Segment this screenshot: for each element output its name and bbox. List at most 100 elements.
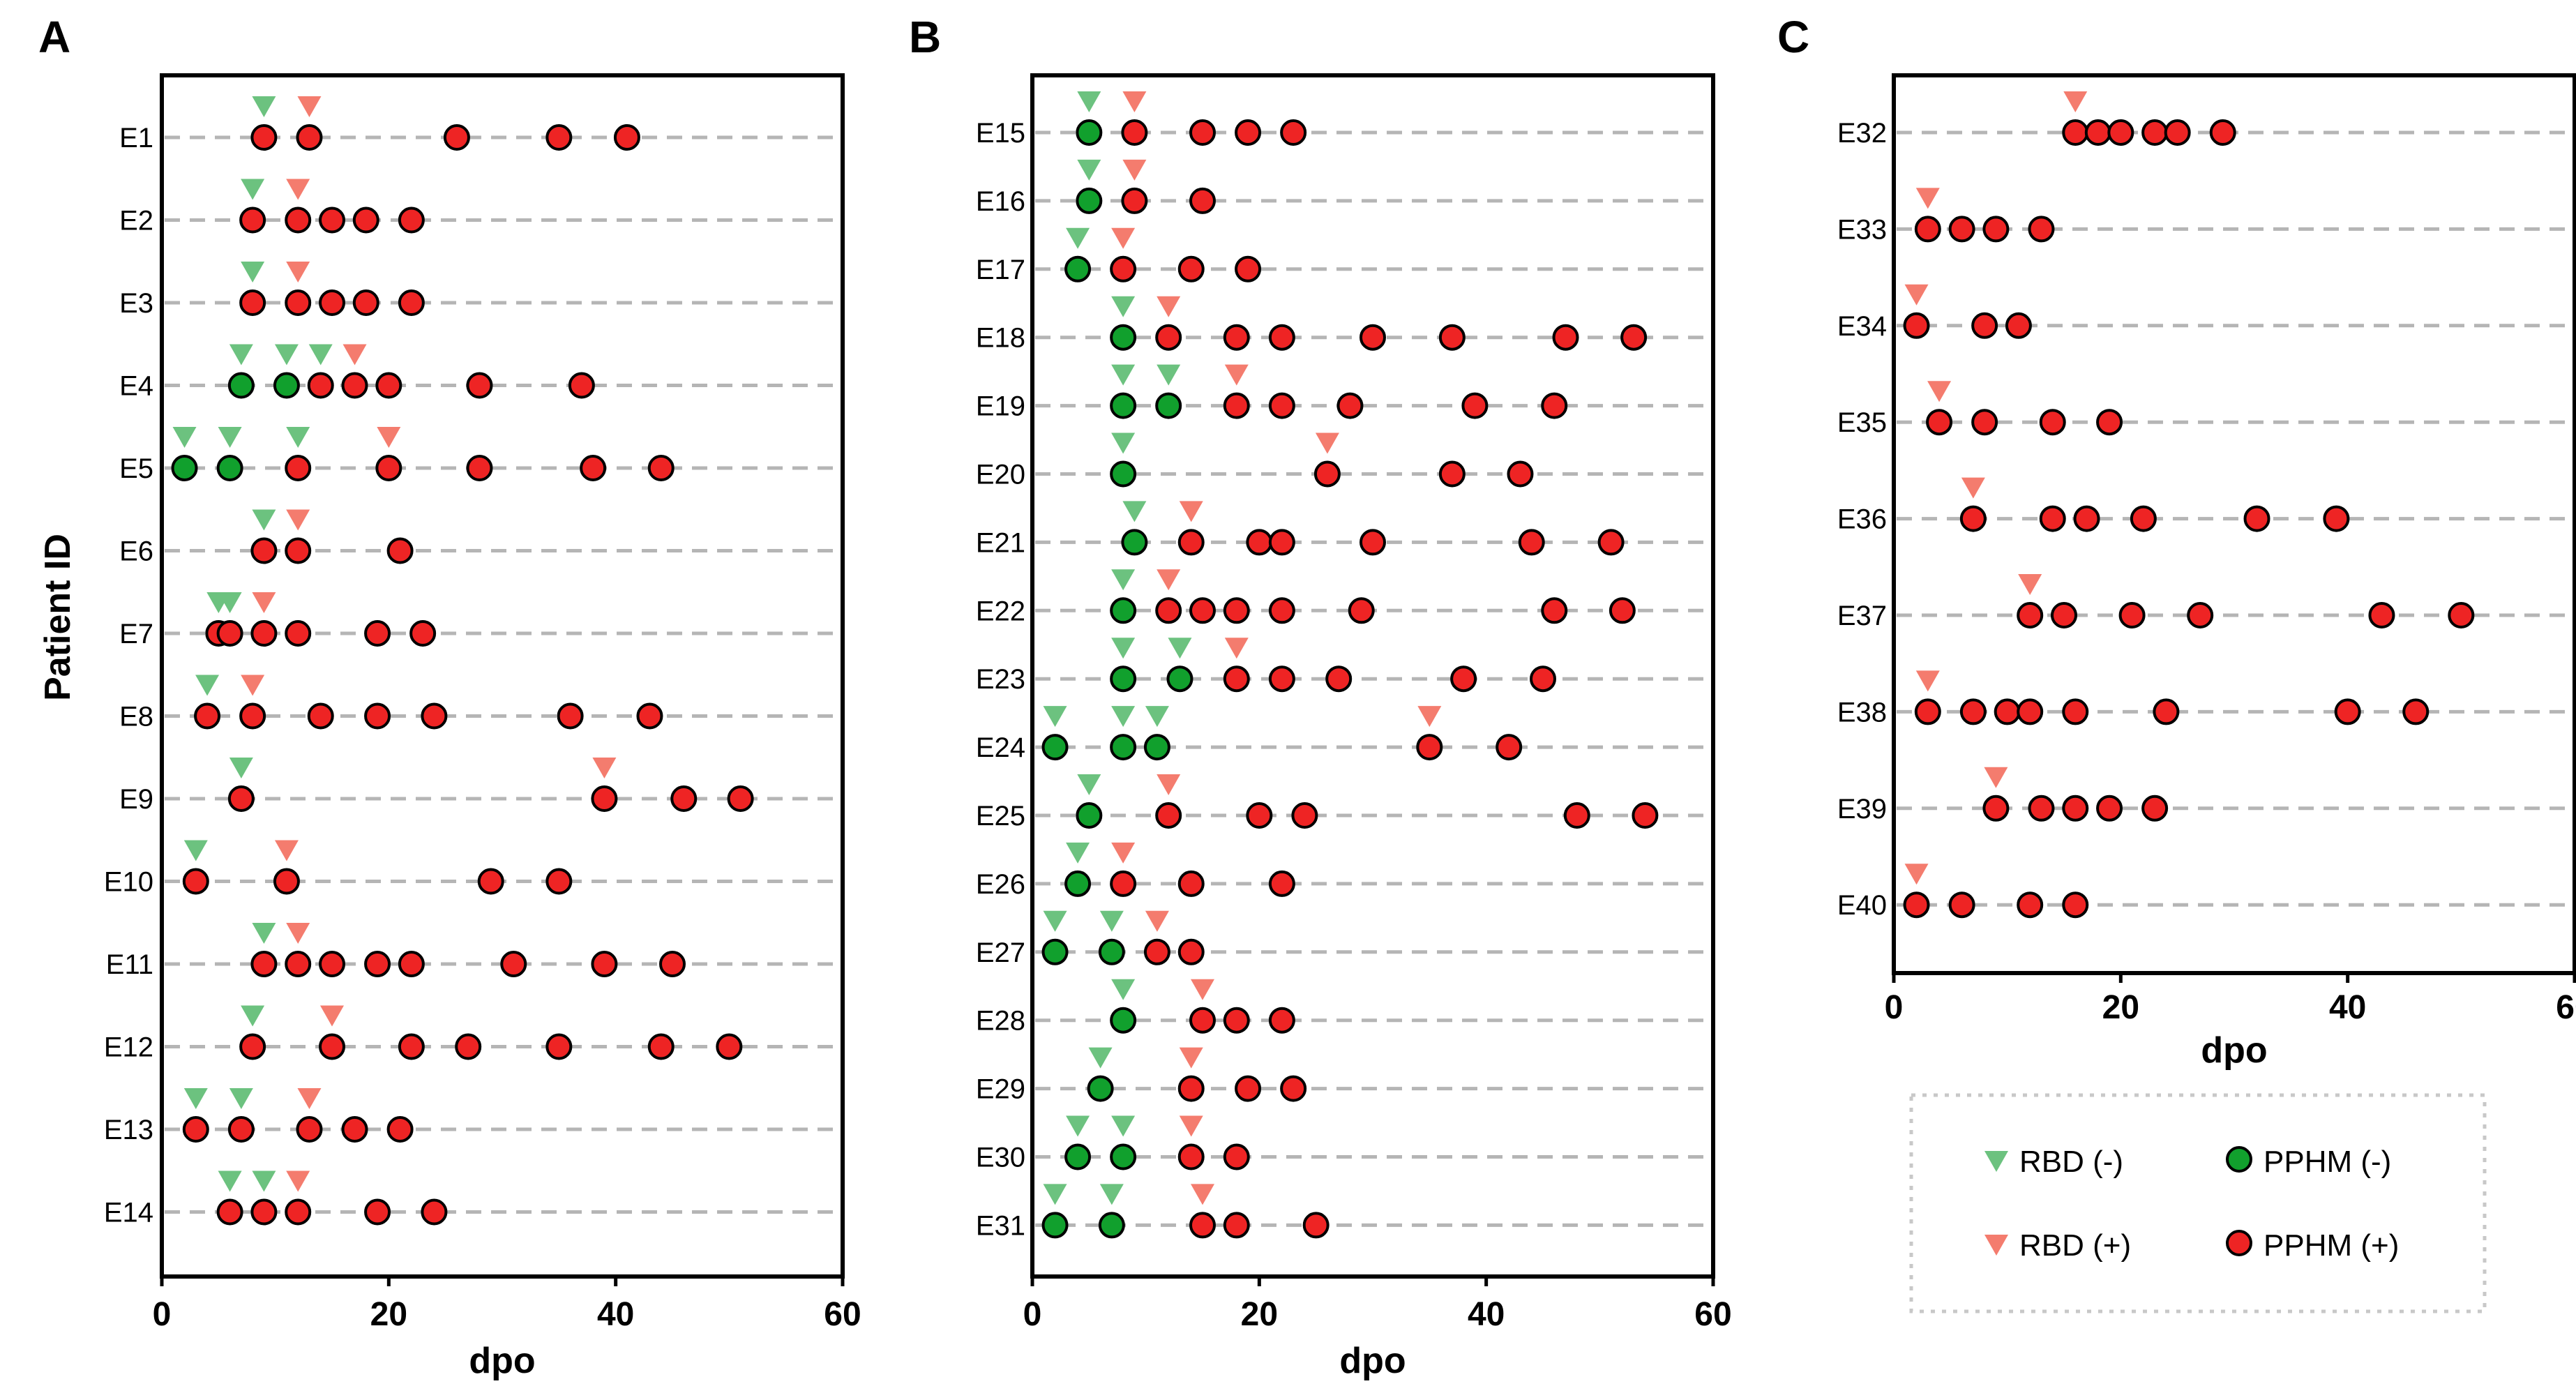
row-E9: E9 [119,758,837,815]
y-axis-title: Patient ID [38,534,78,701]
rbd-pos-marker [1191,1184,1214,1205]
pphm-pos-point [1530,665,1556,693]
rbd-pos-marker [377,427,401,448]
rbd-neg-marker [1066,1115,1090,1137]
pphm-pos-point [1959,698,1987,725]
rbd-neg-marker [195,675,220,696]
pphm-pos-point [319,289,345,316]
pphm-pos-point [2028,795,2055,822]
rbd-pos-marker [1122,159,1147,181]
pphm-pos-point [1268,597,1295,624]
pphm-pos-point [250,620,278,647]
pphm-pos-point [1235,119,1262,146]
pphm-pos-point [1110,255,1137,283]
pphm-neg-point [1076,187,1103,214]
pphm-pos-point [466,455,493,481]
row-label: E13 [104,1115,153,1145]
pphm-pos-point [1313,460,1341,488]
rbd-neg-marker [1111,979,1136,1000]
rbd-pos-marker [1145,910,1169,932]
pphm-pos-point [2017,698,2044,725]
pphm-pos-point [364,951,391,977]
pphm-neg-point [1087,1075,1114,1102]
rbd-neg-marker [218,592,242,613]
row-label: E31 [976,1210,1025,1241]
pphm-neg-point [216,455,243,481]
rbd-pos-marker [286,923,310,944]
pphm-pos-point [296,1116,323,1143]
pphm-pos-point [1359,324,1386,351]
row-label: E8 [119,702,153,732]
row-label: E25 [976,801,1025,831]
pphm-pos-point [1302,1212,1330,1239]
pphm-pos-point [2062,698,2089,725]
rbd-pos-marker [1915,670,1940,692]
row-E25: E25 [976,774,1708,831]
pphm-pos-point [580,455,607,481]
pphm-pos-point [364,1198,391,1226]
row-label: E24 [976,732,1025,763]
legend-rbd-neg-icon [1984,1151,2008,1172]
pphm-pos-point [239,1033,266,1060]
pphm-pos-point [1223,665,1250,693]
row-label: E22 [976,596,1025,626]
rbd-pos-marker [1315,432,1339,454]
pphm-pos-point [1632,802,1659,829]
pphm-pos-point [2051,602,2077,628]
rbd-pos-marker [1157,569,1181,591]
x-tick-label: 40 [597,1296,634,1333]
pphm-neg-point [227,372,255,399]
pphm-pos-point [2039,505,2066,532]
row-E40: E40 [1837,864,2569,921]
row-label: E17 [976,255,1025,285]
panel-B: B E15 E16 E17 E18 E19 E20 E21 E22 E23 E24 E25 E26 E27… [909,12,1732,1381]
row-label: E27 [976,938,1025,968]
pphm-pos-point [1177,529,1205,556]
pphm-pos-point [2107,119,2134,146]
row-E15: E15 [976,91,1708,149]
pphm-pos-point [285,951,312,977]
row-E23: E23 [976,638,1708,695]
pphm-pos-point [2153,698,2180,725]
pphm-pos-point [1438,324,1466,351]
rbd-neg-marker [252,923,276,944]
row-label: E14 [104,1198,153,1228]
pphm-pos-point [1359,529,1386,556]
pphm-neg-point [1110,1143,1137,1170]
rbd-pos-marker [1224,638,1249,659]
row-E5: E5 [119,427,837,484]
row-E16: E16 [976,159,1708,217]
rbd-pos-marker [1984,767,2008,788]
pphm-neg-point [1110,392,1137,419]
pphm-neg-point [1143,734,1170,761]
legend-pphm-pos-label: PPHM (+) [2264,1228,2399,1263]
pphm-pos-point [1541,597,1568,624]
rbd-neg-marker [1157,364,1181,386]
pphm-pos-point [398,951,425,977]
pphm-pos-point [670,785,698,812]
rbd-neg-marker [1111,364,1136,386]
row-label: E6 [119,536,153,567]
x-axis-title: dpo [1339,1341,1406,1381]
pphm-pos-point [2402,698,2430,725]
pphm-pos-point [1268,324,1295,351]
pphm-pos-point [2062,795,2089,822]
rbd-neg-marker [229,1088,253,1109]
pphm-pos-point [716,1033,743,1060]
pphm-neg-point [1076,802,1103,829]
pphm-pos-point [455,1033,482,1060]
pphm-pos-point [386,537,414,564]
row-E39: E39 [1837,767,2569,824]
pphm-neg-point [1110,1007,1137,1034]
rbd-pos-marker [241,675,265,696]
pphm-pos-point [1155,802,1182,829]
pphm-pos-point [1268,1007,1295,1034]
rbd-neg-marker [241,179,265,200]
pphm-pos-point [2118,602,2146,628]
x-tick-label: 60 [2556,989,2576,1026]
rbd-neg-marker [1145,706,1169,728]
pphm-pos-point [421,1198,448,1226]
pphm-pos-point [307,702,334,730]
pphm-neg-point [1064,870,1092,897]
pphm-pos-point [1268,529,1295,556]
